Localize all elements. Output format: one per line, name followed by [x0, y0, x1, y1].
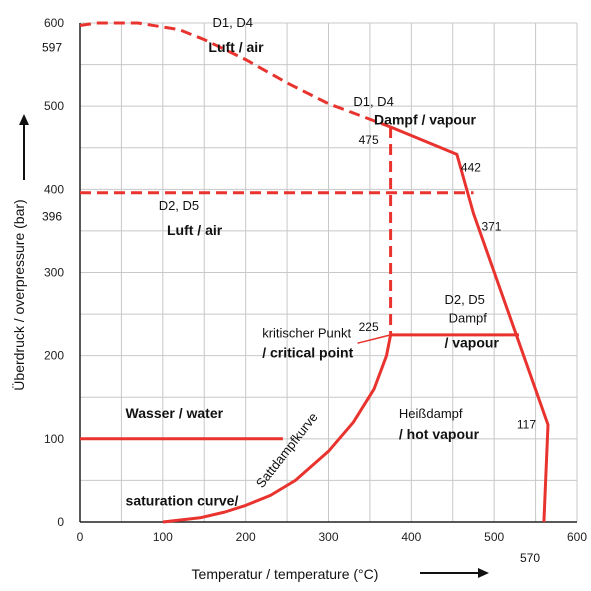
point-value-label: 597 [42, 40, 62, 54]
annotation-label: kritischer Punkt [262, 325, 351, 340]
annotation-label: Dampf [449, 310, 488, 325]
annotation-label: Luft / air [208, 39, 264, 55]
series-line [162, 334, 393, 524]
point-value-label: 442 [461, 160, 481, 174]
annotation-label: D2, D5 [159, 198, 199, 213]
x-tick-label: 300 [318, 530, 338, 544]
annotation-label: / hot vapour [399, 426, 480, 442]
y-tick-label: 200 [44, 349, 64, 363]
annotation-label: D1, D4 [213, 15, 253, 30]
x-tick-label: 500 [484, 530, 504, 544]
critical-point-leader [357, 334, 391, 344]
y-tick-label: 400 [44, 182, 64, 196]
x-tick-label: 0 [77, 530, 84, 544]
y-tick-label: 0 [57, 515, 64, 529]
point-value-label: 475 [359, 133, 379, 147]
series-line [390, 125, 550, 523]
point-value-label: 117 [517, 418, 536, 432]
y-tick-label: 300 [44, 266, 64, 280]
y-axis-title: Überdruck / overpressure (bar) [10, 199, 27, 390]
x-tick-label: 400 [401, 530, 421, 544]
axes: 0 100 200 300 400 500 600 0 100 200 300 400 500 600 [44, 16, 587, 544]
x-tick-label: 100 [153, 530, 173, 544]
x-direction-arrow-icon [420, 568, 489, 578]
x-tick-label: 200 [236, 530, 256, 544]
annotation-label: D2, D5 [444, 292, 484, 307]
y-tick-label: 600 [44, 16, 64, 30]
point-value-label: 225 [359, 320, 379, 334]
point-value-label: 396 [42, 210, 62, 224]
x-axis-title: Temperatur / temperature (°C) [192, 566, 379, 582]
annotation-label: Dampf / vapour [374, 111, 476, 127]
annotation-label: / critical point [262, 344, 353, 360]
series-line [79, 21, 392, 129]
y-tick-label: 500 [44, 99, 64, 113]
annotation-label: Luft / air [167, 222, 223, 238]
point-value-label: 570 [520, 551, 540, 565]
x-tick-label: 600 [567, 530, 587, 544]
annotation-label: D1, D4 [353, 94, 393, 109]
annotation-label: / vapour [444, 334, 499, 350]
grid [79, 22, 578, 523]
y-direction-arrow-icon [19, 114, 29, 180]
y-tick-label: 100 [44, 432, 64, 446]
annotation-label: saturation curve/ [126, 492, 239, 508]
point-value-label: 371 [481, 219, 501, 233]
annotation-label: Wasser / water [126, 405, 224, 421]
series [79, 21, 550, 524]
annotation-label: Heißdampf [399, 406, 463, 421]
